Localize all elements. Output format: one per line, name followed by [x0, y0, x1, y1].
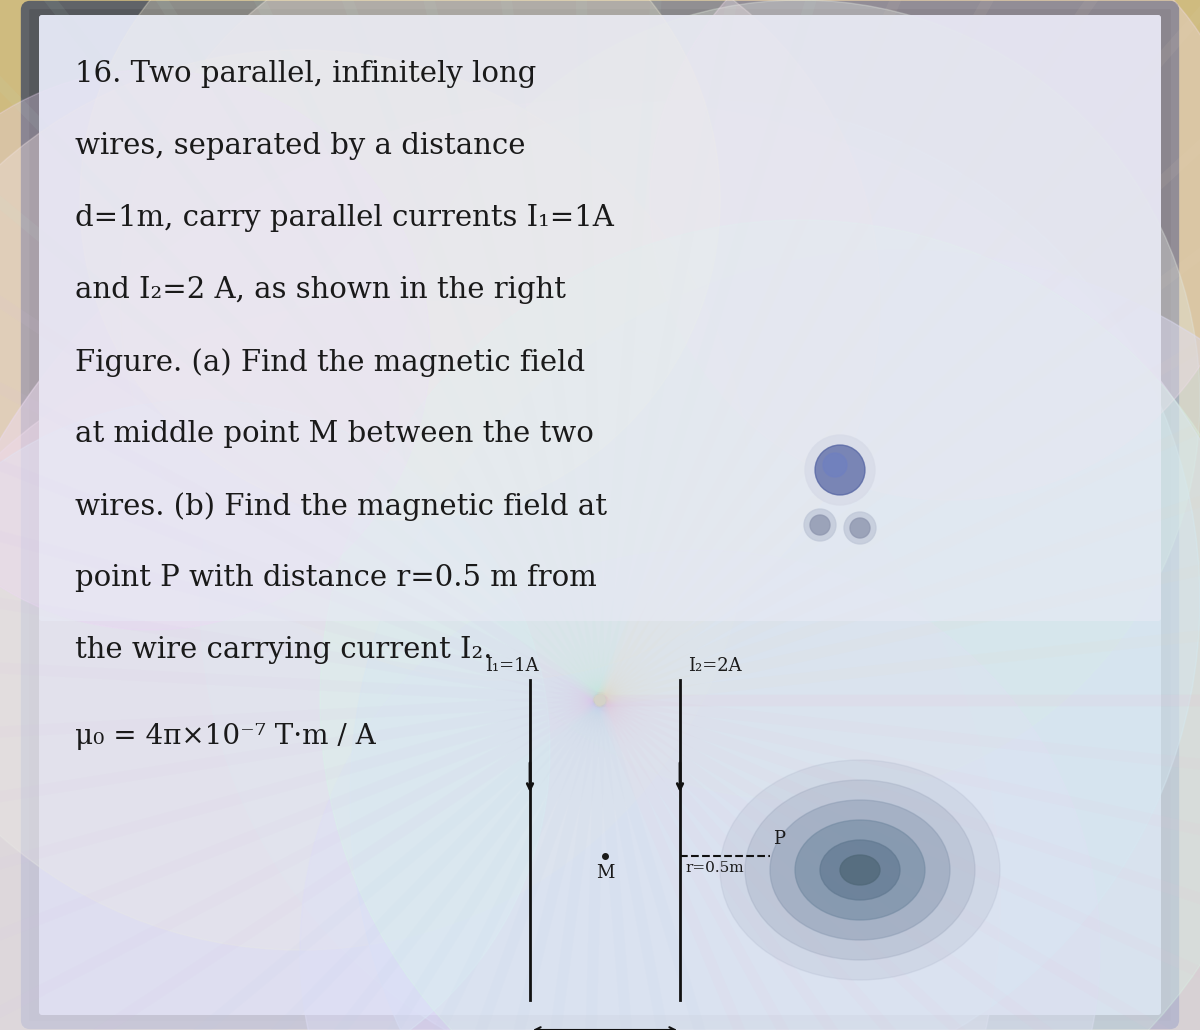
Ellipse shape: [796, 820, 925, 920]
Circle shape: [844, 512, 876, 544]
Text: and I₂=2 A, as shown in the right: and I₂=2 A, as shown in the right: [74, 276, 566, 304]
Text: wires, separated by a distance: wires, separated by a distance: [74, 132, 526, 160]
Circle shape: [850, 518, 870, 538]
FancyBboxPatch shape: [38, 15, 1162, 1015]
Text: I₁=1A: I₁=1A: [485, 657, 539, 675]
Text: point P with distance r=0.5 m from: point P with distance r=0.5 m from: [74, 564, 596, 592]
Circle shape: [805, 435, 875, 505]
Circle shape: [350, 250, 1200, 1030]
Circle shape: [200, 100, 1200, 1030]
Ellipse shape: [745, 780, 974, 960]
Circle shape: [320, 220, 1200, 1030]
Text: at middle point M between the two: at middle point M between the two: [74, 420, 594, 448]
Circle shape: [0, 400, 550, 1030]
Circle shape: [300, 550, 1100, 1030]
Text: μ₀ = 4π×10⁻⁷ T·m / A: μ₀ = 4π×10⁻⁷ T·m / A: [74, 723, 376, 750]
Ellipse shape: [820, 840, 900, 900]
Circle shape: [810, 515, 830, 535]
FancyBboxPatch shape: [38, 15, 1162, 621]
Circle shape: [0, 70, 430, 630]
Text: P: P: [773, 830, 785, 848]
Text: r=0.5m: r=0.5m: [685, 861, 744, 875]
FancyBboxPatch shape: [25, 5, 1175, 1025]
Circle shape: [0, 300, 1000, 1030]
Circle shape: [80, 0, 720, 520]
Circle shape: [0, 50, 750, 950]
Text: d=1m, carry parallel currents I₁=1A: d=1m, carry parallel currents I₁=1A: [74, 204, 614, 232]
Text: Figure. (a) Find the magnetic field: Figure. (a) Find the magnetic field: [74, 348, 586, 377]
Circle shape: [400, 0, 1200, 800]
Text: M: M: [596, 864, 614, 882]
Circle shape: [0, 100, 1200, 1030]
Text: I₂=2A: I₂=2A: [688, 657, 742, 675]
Circle shape: [120, 0, 880, 680]
Text: 16. Two parallel, infinitely long: 16. Two parallel, infinitely long: [74, 60, 536, 88]
Circle shape: [823, 453, 847, 477]
Text: wires. (b) Find the magnetic field at: wires. (b) Find the magnetic field at: [74, 492, 607, 521]
Ellipse shape: [720, 760, 1000, 980]
Circle shape: [804, 509, 836, 541]
Ellipse shape: [770, 800, 950, 940]
Circle shape: [650, 0, 1200, 500]
Circle shape: [815, 445, 865, 495]
Text: the wire carrying current I₂.: the wire carrying current I₂.: [74, 636, 492, 664]
Ellipse shape: [840, 855, 880, 885]
